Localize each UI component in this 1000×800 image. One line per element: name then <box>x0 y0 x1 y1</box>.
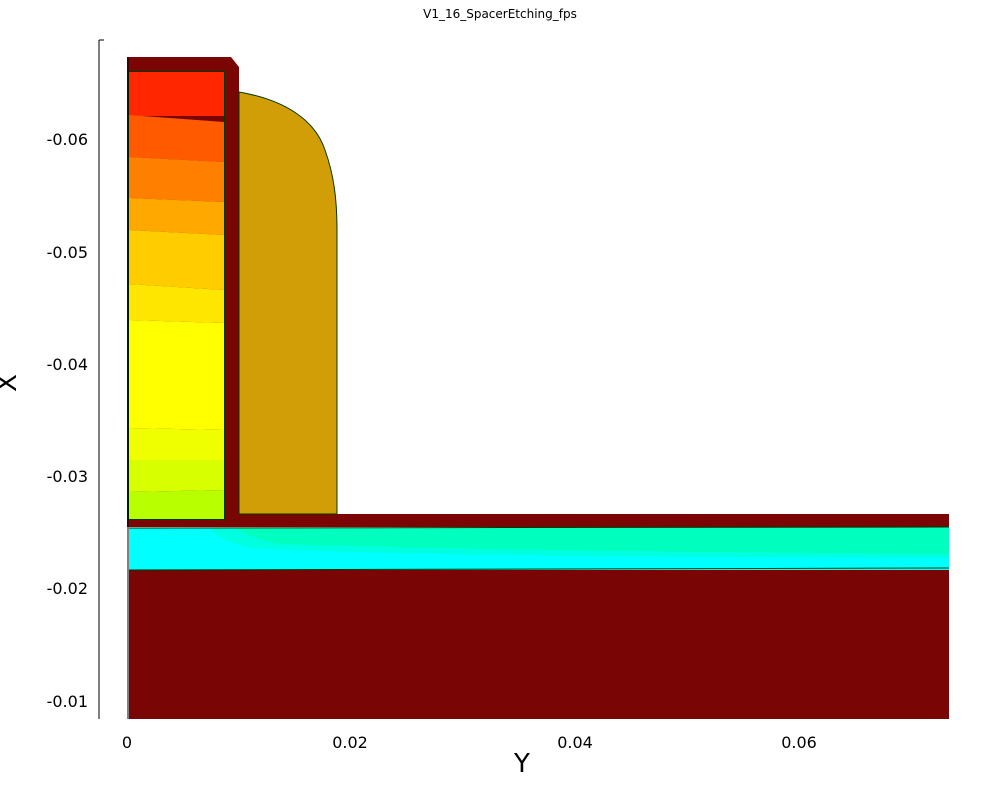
gate-band-5 <box>129 230 224 290</box>
y-tick-label: -0.05 <box>47 243 88 262</box>
gate-band-8 <box>129 428 224 460</box>
gate-band-2 <box>129 115 224 162</box>
x-tick-label: 0.02 <box>332 733 368 752</box>
gate-contour-field <box>128 71 225 520</box>
y-tick-label: -0.03 <box>47 467 88 486</box>
gate-band-4 <box>129 198 224 235</box>
x-tick-labels: 0 0.02 0.04 0.06 <box>122 733 817 752</box>
y-tick-label: -0.04 <box>47 355 88 374</box>
substrate-oxide <box>129 568 949 719</box>
channel-bottom-boundary <box>128 567 950 571</box>
spacer <box>238 91 338 515</box>
gate-band-1 <box>129 72 224 116</box>
x-tick-label: 0 <box>122 733 132 752</box>
y-tick-label: -0.01 <box>47 692 88 711</box>
gate-band-6 <box>129 284 224 323</box>
gate-band-9 <box>129 460 224 492</box>
x-tick-label: 0.06 <box>781 733 817 752</box>
channel-top-boundary <box>128 526 950 529</box>
channel-contour-field <box>128 526 950 571</box>
y-tick-label: -0.06 <box>47 130 88 149</box>
gate-band-10 <box>129 490 224 519</box>
gate-band-3 <box>129 157 224 202</box>
y-axis-label: X <box>0 374 23 392</box>
y-tick-labels: -0.06 -0.05 -0.04 -0.03 -0.02 -0.01 <box>47 130 88 711</box>
chart-title: V1_16_SpacerEtching_fps <box>423 7 577 21</box>
x-axis-label: Y <box>513 749 530 779</box>
channel-band-3 <box>235 527 949 554</box>
y-tick-label: -0.02 <box>47 579 88 598</box>
gate-band-7 <box>129 320 224 430</box>
x-tick-label: 0.04 <box>557 733 593 752</box>
